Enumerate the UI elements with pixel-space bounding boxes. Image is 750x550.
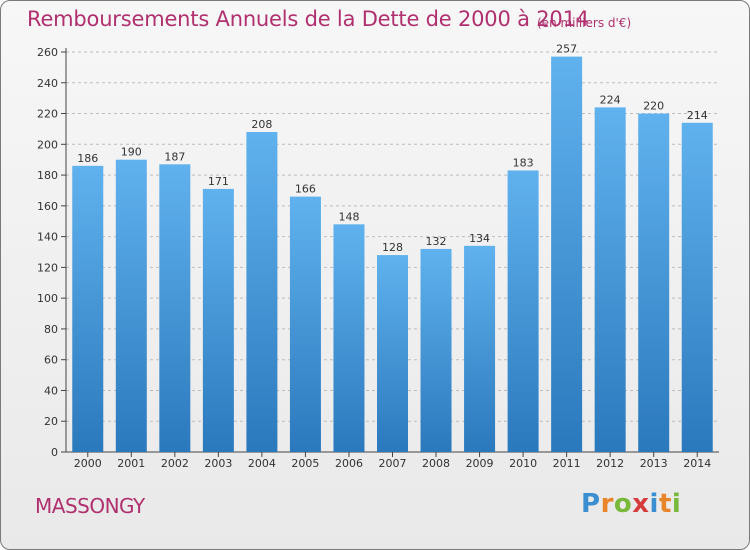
y-tick-label: 260	[37, 46, 58, 59]
bar	[72, 165, 104, 452]
logo-letter: x	[632, 489, 650, 519]
data-label: 257	[556, 43, 577, 56]
x-tick-label: 2008	[422, 457, 450, 470]
x-tick-label: 2006	[335, 457, 363, 470]
logo-letter: o	[613, 489, 633, 519]
bars	[72, 56, 713, 453]
x-tick-label: 2012	[596, 457, 624, 470]
bar	[681, 122, 713, 453]
y-tick-label: 40	[44, 384, 58, 397]
y-tick-label: 0	[51, 446, 58, 459]
data-label: 187	[164, 150, 185, 163]
y-tick-label: 120	[37, 261, 58, 274]
bar	[159, 164, 191, 453]
chart-title: Remboursements Annuels de la Dette de 20…	[27, 7, 589, 31]
town-name: MASSONGY	[35, 494, 145, 518]
x-tick-label: 2000	[74, 457, 102, 470]
y-tick-label: 60	[44, 354, 58, 367]
y-tick-label: 20	[44, 415, 58, 428]
y-tick-label: 160	[37, 200, 58, 213]
proxiti-logo: Proxiti	[581, 489, 681, 519]
data-label: 186	[77, 152, 98, 165]
data-label: 132	[426, 235, 447, 248]
chart-subtitle: (en milliers d'€)	[537, 16, 632, 30]
data-label: 220	[643, 100, 664, 113]
x-tick-label: 2009	[466, 457, 494, 470]
data-label: 134	[469, 232, 490, 245]
logo-letter: P	[581, 489, 601, 519]
bar	[202, 188, 234, 452]
bar	[377, 255, 408, 452]
data-label: 148	[338, 210, 359, 223]
bar	[464, 245, 496, 452]
data-label: 128	[382, 241, 403, 254]
bar	[115, 159, 147, 452]
bar	[246, 132, 278, 452]
y-tick-label: 100	[37, 292, 58, 305]
y-tick-label: 140	[37, 231, 58, 244]
x-tick-label: 2013	[640, 457, 668, 470]
logo-letter: i	[649, 489, 659, 519]
data-label: 208	[251, 118, 272, 131]
logo-letter: i	[671, 489, 682, 519]
x-tick-label: 2005	[291, 457, 319, 470]
x-tick-label: 2014	[683, 457, 711, 470]
x-tick-label: 2004	[248, 457, 276, 470]
data-label: 166	[295, 183, 316, 196]
labels: 0 20 40 60 80 100 120 140 160 180 200 220 240 260 2000…	[37, 43, 711, 470]
y-tick-label: 180	[37, 169, 58, 182]
bar	[507, 170, 539, 452]
x-tick-label: 2007	[379, 457, 407, 470]
x-tick-label: 2003	[204, 457, 232, 470]
logo-letter: t	[658, 489, 672, 519]
x-tick-label: 2010	[509, 457, 537, 470]
data-label: 214	[687, 109, 708, 122]
bar	[289, 196, 321, 452]
y-tick-label: 200	[37, 138, 58, 151]
bar	[333, 224, 365, 452]
bar	[638, 113, 670, 453]
y-tick-label: 80	[44, 323, 58, 336]
data-label: 183	[513, 156, 534, 169]
x-tick-label: 2011	[553, 457, 581, 470]
data-label: 224	[600, 93, 621, 106]
bar	[551, 56, 583, 452]
x-tick-label: 2001	[117, 457, 145, 470]
x-tick-label: 2002	[161, 457, 189, 470]
logo-letter: r	[600, 489, 614, 519]
bar	[420, 248, 452, 452]
y-tick-label: 220	[37, 108, 58, 121]
data-label: 190	[121, 146, 142, 159]
y-tick-label: 240	[37, 77, 58, 90]
data-label: 171	[208, 175, 229, 188]
bar	[594, 107, 626, 452]
